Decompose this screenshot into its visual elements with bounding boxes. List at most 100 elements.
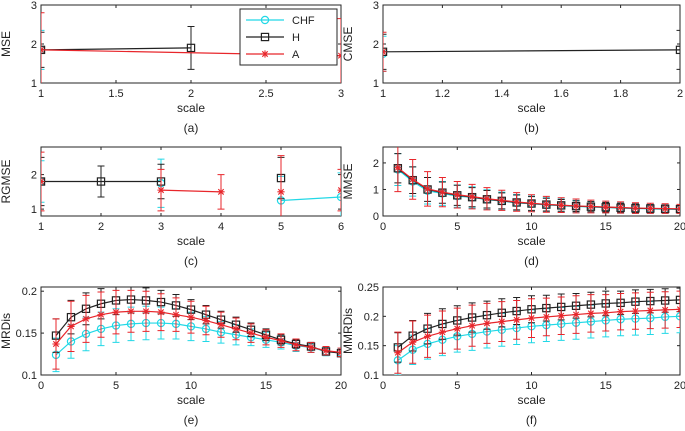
chart-f-ytick-label: 0.2 [364,311,379,323]
chart-b-series-h-point [675,45,680,55]
chart-f-series-a [394,290,680,374]
chart-a-ytick-label: 3 [31,0,37,12]
chart-d-series-a-point [557,201,565,209]
chart-c-series-chf-errorbar [337,172,341,216]
chart-e-series-a-point [277,337,285,345]
chart-e-series-a-point [322,347,330,355]
chart-e-series-a-point [97,311,105,319]
chart-e-xtick-label: 10 [185,380,197,392]
chart-a-ytick-label: 2 [31,39,37,51]
chart-c-series-a-point [157,186,165,194]
chart-f-series-a-point [661,306,669,314]
chart-e-xtick-label: 5 [113,380,119,392]
chart-f-series-a-point [468,322,476,330]
chart-f-xtick-label: 10 [525,380,537,392]
chart-f-series-a-point [646,306,654,315]
chart-c-series-a-errorbar [41,151,45,212]
chart-c-ylabel: RGMSE [0,159,13,203]
chart-f-series-a-point [453,325,461,333]
chart-d-series-a-point [513,198,521,206]
chart-e-series-a-point [232,325,240,333]
chart-d-plot-area [393,147,680,214]
chart-a: 1 1.5 2 2.5 3 1 2 3 scale MSE (a) CHF HA [0,0,344,135]
chart-b-xtick-label: 2 [677,88,683,100]
chart-d-series-a-point [646,204,654,212]
chart-f-caption: (f) [526,413,537,427]
chart-a-series-a-errorbar [41,12,45,83]
chart-d-ytick-label: 2 [373,158,379,170]
chart-e: 0 5 10 15 20 0.1 0.15 0.2 scale MRDis (e) [0,286,347,427]
chart-b: 1 1.2 1.4 1.6 1.8 2 1 2 3 scale CMSE (b) [341,0,683,135]
chart-f-xtick-label: 5 [454,380,460,392]
chart-d-series-a-point [631,204,640,212]
chart-d-series-a-point [394,164,402,172]
chart-d-series-a-point [542,200,550,208]
chart-a-xlabel: scale [177,101,205,115]
chart-e-series-a-point [172,311,180,319]
chart-a-legend-entry-h-marker [260,32,270,42]
chart-d-series-a-point [661,204,669,213]
chart-e-series-a-point [82,315,90,323]
chart-f-series-a-point [394,349,402,357]
chart-d-xtick-label: 15 [600,221,612,233]
chart-c-series-h-errorbar [41,156,45,207]
chart-a-xtick-label: 3 [338,88,344,100]
chart-f-series-a-point [587,309,595,317]
chart-a-series-h-errorbar [41,31,45,68]
chart-e-series-a-point [247,329,255,337]
chart-f-series-a-point [527,314,536,322]
chart-f-series-a-point [557,312,565,320]
chart-c-series-a-point [217,188,225,196]
chart-f-series-a-errorbar [676,290,680,328]
chart-b-axes-box [382,4,681,84]
chart-d-series-a-point [483,195,491,203]
chart-a-ytick-label: 1 [31,78,37,90]
chart-c-series-a-point [41,177,45,186]
chart-f-series-a-point [438,328,446,336]
chart-b-xlabel: scale [517,101,545,115]
chart-b-xtick-label: 1.6 [554,88,569,100]
chart-c-xtick-label: 2 [98,221,104,233]
chart-b-series-h-errorbar [676,29,680,70]
chart-b-xtick-label: 1 [380,88,386,100]
chart-c-series-h-point [96,177,106,186]
chart-e-plot-area [51,287,341,373]
chart-e-series-a-point [127,307,135,315]
chart-a-series-chf-errorbar [41,29,45,70]
chart-b-ytick-label: 3 [373,0,379,12]
chart-f-xtick-label: 20 [674,380,685,392]
chart-c-xlabel: scale [177,234,205,248]
chart-e-ytick-label: 0.2 [22,286,37,298]
chart-a-legend: CHF HA [239,8,338,66]
chart-d: 0 5 10 15 20 0 1 2 scale MMSE (d) [341,146,685,268]
chart-e-series-a-point [202,316,210,325]
chart-e-ytick-label: 0.15 [16,328,37,340]
chart-b-plot-area [383,29,680,72]
chart-b-ytick-label: 1 [373,78,379,90]
chart-f-series-chf-point [675,312,680,321]
chart-b-caption: (b) [524,121,539,135]
chart-c-series-a-errorbar [337,168,341,212]
chart-e-xtick-label: 15 [260,380,272,392]
chart-a-legend-entry-chf-label: CHF [292,15,315,27]
chart-e-series-a-errorbar [337,347,341,358]
chart-f-series-a-point [602,309,610,317]
chart-d-series-a-point [572,202,580,210]
chart-e-series-a-point [292,341,300,349]
chart-d-ylabel: MMSE [341,164,355,200]
chart-d-series-a-point [498,196,506,204]
chart-c-caption: (c) [184,254,198,268]
chart-b-ytick-label: 2 [373,39,379,51]
chart-d-series-a-point [468,193,476,201]
chart-f-ytick-label: 0.15 [358,341,379,353]
chart-d-series-a-point [409,175,417,183]
chart-b-xtick-label: 1.2 [435,88,450,100]
chart-d-series-a-point [527,199,536,207]
chart-a-ylabel: MSE [0,31,13,57]
chart-e-series-a-point [112,308,120,316]
chart-c-series-a-point [277,188,285,196]
chart-f-plot-area [393,287,680,375]
chart-d-series-a-point [453,191,461,199]
chart-e-ylabel: MRDis [0,313,13,349]
chart-c-series-a-line [160,189,222,193]
